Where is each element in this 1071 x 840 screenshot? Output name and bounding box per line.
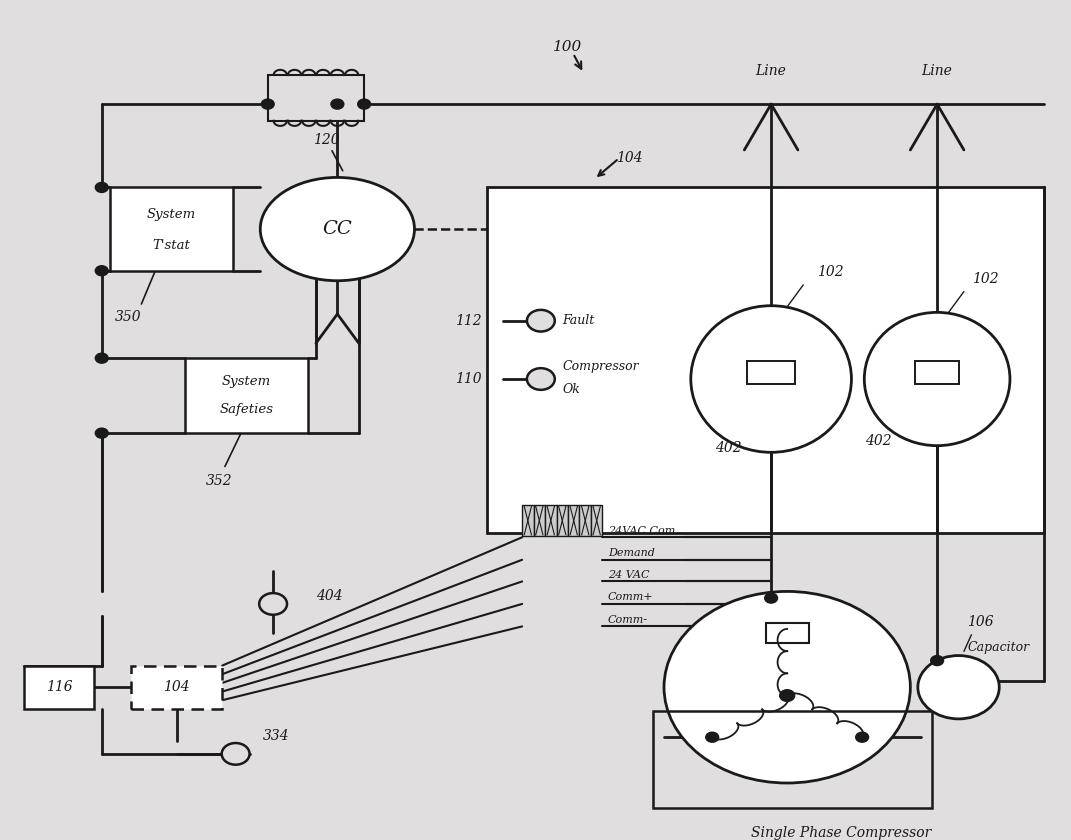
- Text: 402: 402: [715, 441, 741, 455]
- Text: CC: CC: [322, 220, 352, 238]
- FancyBboxPatch shape: [916, 360, 959, 384]
- Circle shape: [706, 732, 719, 743]
- Circle shape: [95, 182, 108, 192]
- Text: Capacitor: Capacitor: [967, 641, 1029, 654]
- Circle shape: [918, 655, 999, 719]
- Circle shape: [765, 593, 778, 603]
- Text: 104: 104: [164, 680, 190, 694]
- Text: 104: 104: [616, 151, 643, 165]
- Text: 110: 110: [455, 372, 482, 386]
- FancyBboxPatch shape: [533, 505, 545, 537]
- Ellipse shape: [691, 306, 851, 452]
- FancyBboxPatch shape: [766, 622, 809, 643]
- Circle shape: [527, 310, 555, 332]
- Text: Line: Line: [756, 64, 786, 78]
- Text: 24VAC Com.: 24VAC Com.: [608, 526, 679, 536]
- Text: System: System: [222, 375, 271, 388]
- Text: Single Phase Compressor: Single Phase Compressor: [751, 826, 931, 840]
- Text: 24 VAC: 24 VAC: [608, 570, 649, 580]
- Circle shape: [527, 368, 555, 390]
- FancyBboxPatch shape: [579, 505, 591, 537]
- Text: 402: 402: [865, 434, 891, 449]
- Text: 102: 102: [817, 265, 843, 280]
- Text: 100: 100: [553, 39, 583, 54]
- Text: 352: 352: [207, 475, 232, 489]
- Circle shape: [95, 428, 108, 438]
- Text: 350: 350: [116, 310, 141, 323]
- Text: Fault: Fault: [562, 314, 594, 328]
- Text: Demand: Demand: [608, 549, 654, 558]
- FancyBboxPatch shape: [748, 360, 796, 384]
- Circle shape: [95, 265, 108, 276]
- FancyBboxPatch shape: [568, 505, 579, 537]
- Text: Safeties: Safeties: [220, 403, 273, 417]
- Text: 116: 116: [46, 680, 72, 694]
- Text: 120: 120: [314, 133, 340, 147]
- Circle shape: [856, 732, 869, 743]
- Ellipse shape: [260, 177, 414, 281]
- Circle shape: [358, 99, 371, 109]
- FancyBboxPatch shape: [545, 505, 557, 537]
- Circle shape: [261, 99, 274, 109]
- Circle shape: [780, 690, 795, 701]
- FancyBboxPatch shape: [523, 505, 533, 537]
- Text: 112: 112: [455, 313, 482, 328]
- Text: Line: Line: [922, 64, 952, 78]
- FancyBboxPatch shape: [268, 75, 364, 121]
- Text: Compressor: Compressor: [562, 360, 639, 373]
- Circle shape: [259, 593, 287, 615]
- FancyBboxPatch shape: [110, 187, 233, 270]
- Circle shape: [222, 743, 250, 764]
- FancyBboxPatch shape: [25, 665, 94, 709]
- Circle shape: [664, 591, 910, 783]
- Text: 334: 334: [262, 728, 289, 743]
- FancyBboxPatch shape: [591, 505, 602, 537]
- Circle shape: [931, 655, 944, 665]
- Text: System: System: [147, 207, 196, 221]
- FancyBboxPatch shape: [185, 358, 308, 433]
- Text: Comm-: Comm-: [608, 615, 648, 625]
- FancyBboxPatch shape: [487, 187, 1044, 533]
- Circle shape: [95, 353, 108, 363]
- Text: T'stat: T'stat: [152, 239, 191, 252]
- Text: 102: 102: [972, 272, 998, 286]
- Text: 404: 404: [316, 589, 343, 602]
- Text: Comm+: Comm+: [608, 592, 653, 602]
- Circle shape: [331, 99, 344, 109]
- FancyBboxPatch shape: [557, 505, 568, 537]
- Text: Ok: Ok: [562, 383, 580, 396]
- FancyBboxPatch shape: [131, 665, 223, 709]
- Ellipse shape: [864, 312, 1010, 446]
- Text: 106: 106: [967, 615, 994, 629]
